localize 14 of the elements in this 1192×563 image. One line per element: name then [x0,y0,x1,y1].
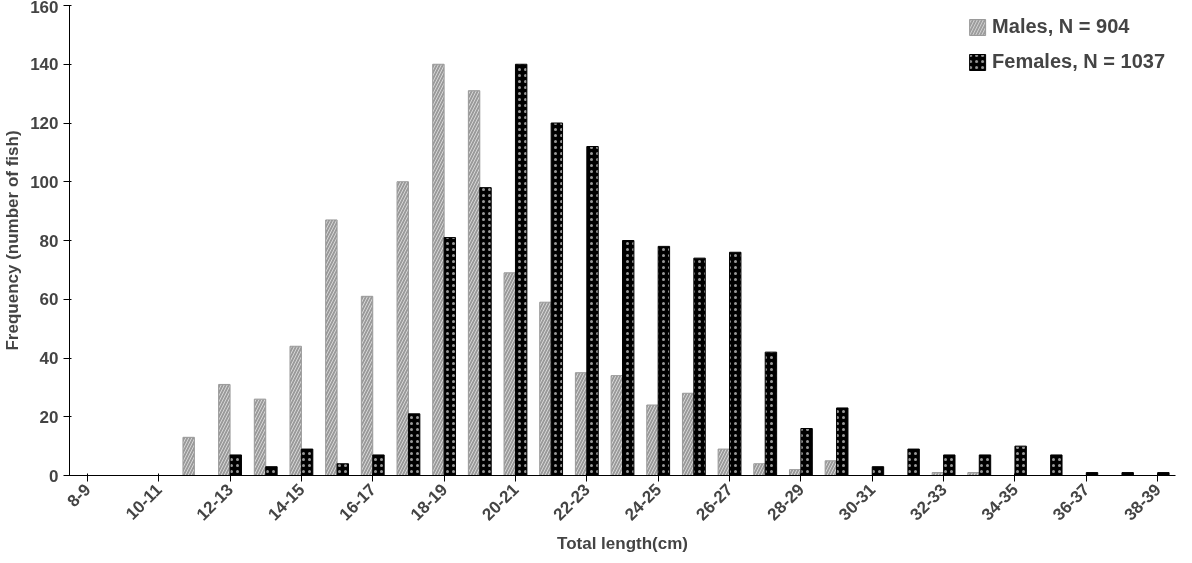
y-tick-label: 120 [30,114,59,133]
y-tick-label: 40 [39,349,59,368]
legend-label: Males, N = 904 [992,15,1130,38]
y-tick-label: 160 [30,0,59,17]
y-axis-title: Frequency (number of fish) [3,130,23,351]
y-tick-label: 60 [39,290,59,310]
x-axis-title: Total length(cm) [557,533,688,553]
y-tick-label: 140 [30,55,59,75]
y-tick-label: 80 [39,231,59,251]
legend-label: Females, N = 1037 [992,50,1165,73]
y-tick-label: 100 [30,172,59,192]
x-tick-label: 8-9 [63,480,95,511]
y-tick-label: 20 [39,407,59,427]
y-tick-label: 0 [49,466,59,486]
